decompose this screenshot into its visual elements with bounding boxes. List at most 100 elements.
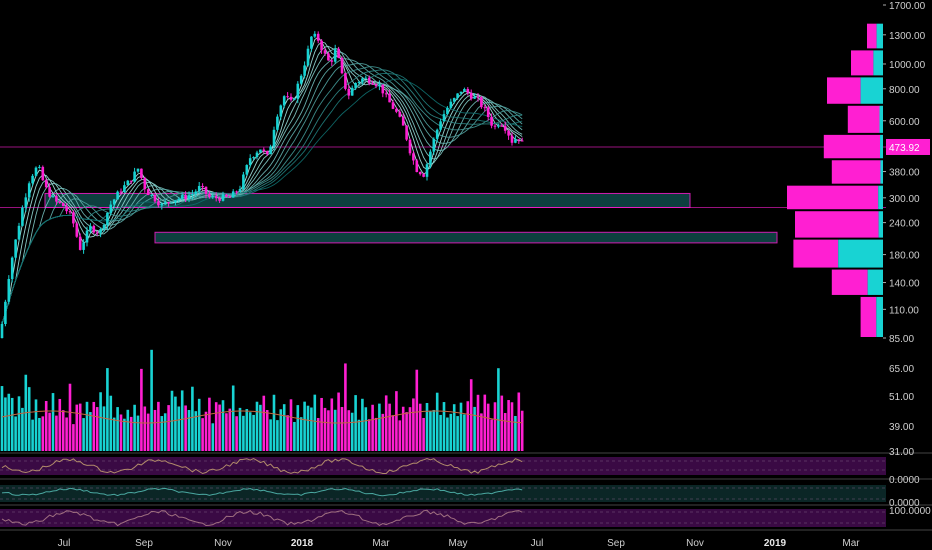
candle-body-126 [429,151,432,165]
volume-bar-132 [449,413,453,451]
volume-bar-140 [476,394,480,451]
candle-body-20 [68,211,72,213]
candle-body-115 [391,102,395,109]
candle-body-149 [507,130,510,136]
volume-bar-23 [78,403,82,451]
candle-body-50 [170,202,174,204]
candle-body-67 [228,196,232,198]
volume-bar-151 [514,415,517,451]
volume-bar-26 [89,412,92,451]
candle-body-44 [150,194,153,196]
candle-body-30 [102,224,106,230]
candle-body-123 [418,172,422,175]
volume-bar-64 [218,404,221,451]
volume-bar-6 [21,407,24,451]
volume-bar-126 [429,410,432,451]
oscillator-2-line [1,487,523,497]
volume-bar-8 [27,387,31,451]
candle-body-10 [34,167,38,176]
volume-bar-91 [310,407,313,451]
candle-body-69 [235,191,238,193]
volume-bar-2 [7,393,11,451]
candle-body-1 [4,301,7,325]
volume-bar-61 [208,397,211,451]
volume-bar-45 [153,409,157,451]
candle-body-37 [126,180,130,186]
moving-average-18 [1,63,523,325]
candlesticks [0,31,524,339]
volume-bar-3 [10,397,14,451]
volume-bar-36 [123,418,126,451]
candle-body-110 [374,84,378,87]
price-tick-label: 1300.00 [889,31,926,42]
volume-bar-133 [452,404,456,451]
volume-bar-88 [299,417,303,451]
candle-body-119 [405,125,408,140]
volume-bar-5 [17,396,21,451]
candle-body-81 [276,116,279,130]
volume-bar-1 [4,397,7,451]
candle-body-74 [252,157,255,159]
volume-bar-130 [442,402,446,451]
volume-profile-up-8 [838,239,883,268]
candle-body-46 [157,201,160,206]
candle-body-70 [238,189,242,192]
oscillator-tick-label: 0.0000 [889,498,920,509]
volume-profile-up-7 [878,211,883,238]
volume-bar-99 [337,392,340,451]
candle-body-101 [344,73,347,89]
candle-body-31 [106,212,109,225]
volume-bar-83 [282,404,286,451]
candle-body-0 [0,324,4,338]
volume-bar-38 [129,416,133,451]
candle-body-85 [289,96,293,100]
candle-body-145 [493,125,497,127]
volume-profile-down-7 [795,211,879,238]
volume-bar-114 [388,403,391,451]
volume-bar-12 [41,416,45,451]
candle-body-138 [469,92,473,99]
volume-profile-up-2 [860,77,883,104]
volume-profile-down-2 [827,77,861,104]
volume-bar-78 [265,410,269,451]
volume-bar-93 [316,418,320,451]
candle-body-92 [313,33,317,37]
candle-body-8 [27,183,31,198]
candle-body-137 [466,89,470,93]
candle-body-80 [272,129,276,147]
volume-profile-up-1 [873,50,883,76]
volume-bar-109 [371,404,374,451]
candle-body-129 [439,121,442,130]
volume-bar-31 [106,368,109,451]
candle-body-144 [490,116,493,126]
candle-body-11 [38,166,41,168]
time-axis: Jul Sep Nov 2018 Mar May Jul Sep Nov 2019 Mar [58,538,861,549]
volume-bar-43 [146,413,150,451]
volume-bar-49 [167,405,170,451]
volume-bar-10 [34,399,38,451]
candle-body-141 [480,97,483,108]
candle-body-4 [14,239,17,258]
volume-bar-118 [401,406,405,451]
candle-body-60 [204,186,208,194]
volume-bar-66 [225,413,228,451]
volume-profile-up-10 [876,296,883,337]
price-tick-label: 600.00 [889,117,920,128]
volume-bar-96 [327,410,330,451]
volume-bar-112 [381,413,385,451]
candle-body-98 [333,48,337,62]
volume-bar-57 [194,411,198,451]
candle-body-59 [201,186,204,188]
candle-body-23 [78,236,82,250]
price-tick-label: 800.00 [889,85,920,96]
moving-average-15 [1,58,523,325]
oscillator-3-line [1,509,523,527]
candle-body-120 [408,139,412,154]
volume-bar-150 [510,402,514,451]
candle-body-153 [520,140,524,142]
candle-body-47 [160,203,164,206]
candle-body-78 [265,151,269,155]
candle-body-152 [517,139,521,141]
candle-body-38 [129,180,133,182]
